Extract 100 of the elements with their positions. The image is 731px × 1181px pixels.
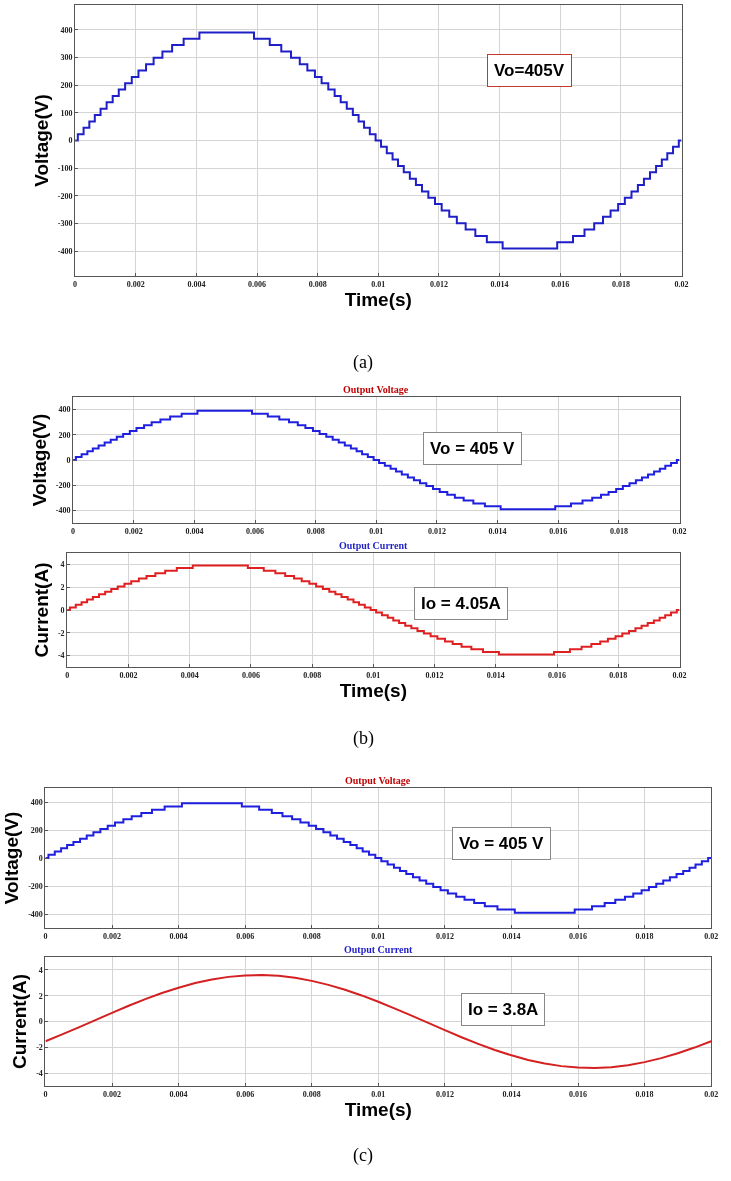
- x-tick-label: 0.018: [609, 670, 628, 680]
- y-tick-label: -4: [57, 651, 65, 661]
- x-tick-label: 0.004: [180, 670, 199, 680]
- annotation: Io = 4.05A: [421, 594, 501, 613]
- y-tick-label: 400: [60, 25, 73, 35]
- y-tick-label: 400: [30, 797, 43, 807]
- y-tick-label: 0: [38, 1017, 43, 1027]
- y-tick-label: -4: [36, 1068, 43, 1078]
- y-tick-label: 0: [60, 605, 65, 615]
- y-axis-title: Current(A): [9, 974, 31, 1069]
- annotation: Vo=405V: [494, 61, 565, 80]
- x-tick-label: 0.02: [704, 1089, 719, 1099]
- x-tick-label: 0.012: [429, 279, 448, 289]
- x-tick-label: 0.02: [672, 526, 687, 536]
- x-tick-label: 0.016: [549, 526, 568, 536]
- x-tick-label: 0.004: [169, 1089, 188, 1099]
- x-tick-label: 0.01: [371, 1089, 386, 1099]
- y-tick-label: -200: [57, 191, 73, 201]
- text: (a): [353, 352, 373, 373]
- x-axis-title: Time(s): [339, 679, 407, 701]
- x-tick-label: 0.016: [548, 670, 567, 680]
- y-tick-label: 0: [38, 853, 43, 863]
- y-tick-label: 2: [38, 991, 43, 1001]
- x-tick-label: 0.014: [486, 670, 505, 680]
- x-axis-title: Time(s): [344, 1098, 412, 1120]
- x-tick-label: 0.01: [369, 526, 384, 536]
- x-tick-label: 0.008: [306, 526, 325, 536]
- x-tick-label: 0.002: [103, 931, 122, 941]
- annotation: Vo = 405 V: [459, 834, 544, 853]
- x-tick-label: 0.008: [302, 931, 321, 941]
- y-tick-label: 200: [60, 80, 73, 90]
- x-tick-label: 0.004: [169, 931, 188, 941]
- y-tick-label: 200: [58, 430, 71, 440]
- y-axis-title: Voltage(V): [30, 94, 52, 187]
- x-tick-label: 0.014: [488, 526, 507, 536]
- y-tick-label: -2: [57, 628, 65, 638]
- y-tick-label: -100: [57, 163, 73, 173]
- x-tick-label: 0.01: [366, 670, 381, 680]
- x-tick-label: 0.014: [502, 931, 521, 941]
- y-axis-title: Voltage(V): [1, 811, 23, 905]
- x-tick-label: 0.02: [704, 931, 719, 941]
- line-series: [45, 974, 712, 1069]
- x-tick-label: 0.012: [427, 526, 446, 536]
- annotation: Io = 3.8A: [468, 1000, 539, 1019]
- x-tick-label: 0.018: [611, 279, 630, 289]
- y-tick-label: 100: [60, 108, 73, 118]
- y-tick-label: -300: [57, 219, 73, 229]
- x-tick-label: 0.006: [248, 279, 267, 289]
- y-tick-label: 0: [68, 136, 73, 146]
- x-tick-label: 0.004: [185, 526, 204, 536]
- x-tick-label: 0.008: [308, 279, 327, 289]
- y-tick-label: -200: [28, 881, 43, 891]
- y-tick-label: 4: [60, 560, 65, 570]
- x-tick-label: 0.018: [635, 1089, 654, 1099]
- x-tick-label: 0.006: [236, 1089, 255, 1099]
- text: (c): [353, 1145, 373, 1166]
- x-tick-label: 0.01: [371, 931, 386, 941]
- x-tick-label: 0.018: [609, 526, 628, 536]
- x-tick-label: 0.02: [674, 279, 689, 289]
- x-tick-label: 0.01: [371, 279, 386, 289]
- x-tick-label: 0.016: [569, 931, 588, 941]
- chart-title: Output Voltage: [343, 384, 409, 395]
- x-tick-label: 0.014: [490, 279, 509, 289]
- annotation: Vo = 405 V: [430, 439, 515, 458]
- x-tick-label: 0.008: [302, 1089, 321, 1099]
- x-tick-label: 0.02: [672, 670, 687, 680]
- y-tick-label: -200: [55, 481, 71, 490]
- x-tick-label: 0.016: [551, 279, 570, 289]
- x-tick-label: 0.012: [435, 1089, 454, 1099]
- x-tick-label: 0.012: [425, 670, 444, 680]
- x-axis-title: Time(s): [344, 288, 412, 310]
- y-tick-label: 300: [60, 53, 73, 63]
- x-tick-label: 0.012: [435, 931, 454, 941]
- x-tick-label: 0.018: [635, 931, 654, 941]
- x-tick-label: 0.006: [236, 931, 255, 941]
- y-tick-label: 0: [66, 455, 71, 465]
- x-tick-label: 0.002: [126, 279, 145, 289]
- text: (b): [353, 728, 374, 749]
- chart-title: Output Current: [339, 540, 409, 551]
- y-tick-label: 200: [30, 825, 43, 835]
- x-tick-label: 0.008: [303, 670, 322, 680]
- y-tick-label: -400: [28, 909, 43, 919]
- y-tick-label: 400: [58, 405, 71, 415]
- y-axis-title: Current(A): [30, 562, 52, 658]
- x-tick-label: 0.002: [103, 1089, 122, 1099]
- x-tick-label: 0.016: [569, 1089, 588, 1099]
- x-tick-label: 0.006: [246, 526, 265, 536]
- y-tick-label: 2: [60, 583, 65, 592]
- chart-title: Output Voltage: [345, 775, 411, 786]
- x-tick-label: 0.002: [124, 526, 143, 536]
- y-tick-label: -400: [55, 506, 71, 516]
- y-tick-label: 4: [38, 965, 43, 975]
- chart-title: Output Current: [344, 944, 414, 955]
- x-tick-label: 0.002: [119, 670, 138, 680]
- y-tick-label: -400: [57, 246, 73, 256]
- y-tick-label: -2: [36, 1043, 43, 1053]
- y-axis-title: Voltage(V): [28, 413, 50, 507]
- x-tick-label: 0.014: [502, 1089, 521, 1099]
- x-tick-label: 0.006: [241, 670, 260, 680]
- x-tick-label: 0.004: [187, 279, 206, 289]
